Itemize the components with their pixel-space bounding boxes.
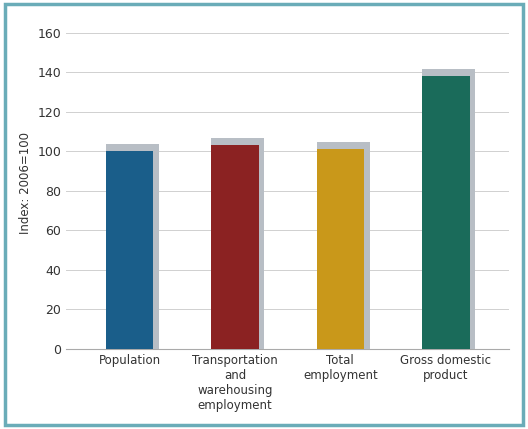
Bar [153,144,159,348]
Bar [422,76,469,348]
Bar [317,142,370,149]
Bar [469,69,475,348]
Bar [364,142,370,348]
Y-axis label: Index: 2006=100: Index: 2006=100 [19,132,32,234]
Bar [211,145,259,348]
Bar [259,138,265,348]
Bar [422,69,475,76]
Bar [211,138,265,145]
Bar [317,149,364,348]
Bar [106,151,153,348]
Bar [106,144,159,151]
